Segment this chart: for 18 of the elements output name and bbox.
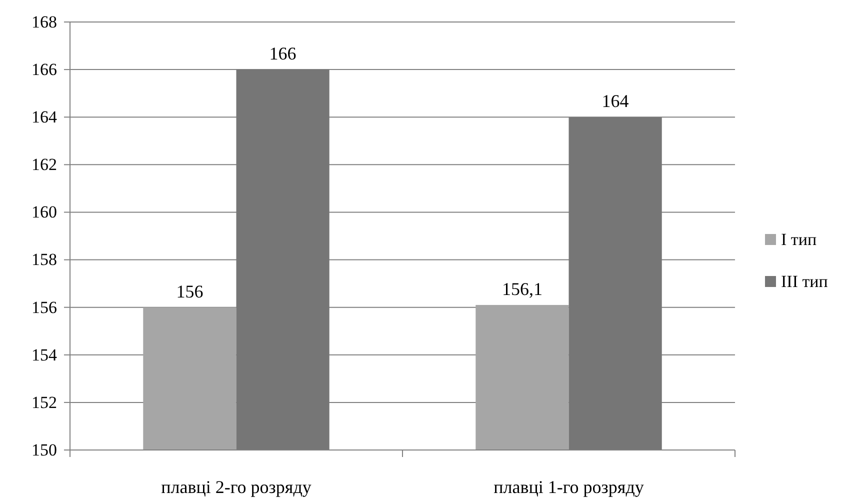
y-tick-label: 152	[32, 392, 57, 412]
y-tick-label: 162	[32, 155, 57, 174]
data-label: 164	[602, 91, 629, 112]
y-tick-label: 156	[32, 298, 57, 317]
legend-label: III тип	[781, 272, 828, 291]
y-tick-label: 150	[32, 440, 57, 460]
y-tick-label: 158	[32, 250, 57, 270]
x-tick-label: плавці 1-го розряду	[494, 477, 644, 497]
data-label: 166	[269, 44, 296, 64]
y-tick-label: 160	[32, 202, 57, 222]
x-tick-label: плавці 2-го розряду	[161, 477, 312, 497]
y-tick-label: 154	[32, 345, 58, 364]
data-label: 156,1	[502, 278, 542, 299]
data-label: 156	[176, 281, 204, 302]
legend-label: I тип	[781, 230, 817, 249]
y-tick-label: 164	[32, 108, 58, 127]
y-tick-label: 168	[32, 12, 57, 32]
y-tick-label: 166	[32, 60, 57, 79]
